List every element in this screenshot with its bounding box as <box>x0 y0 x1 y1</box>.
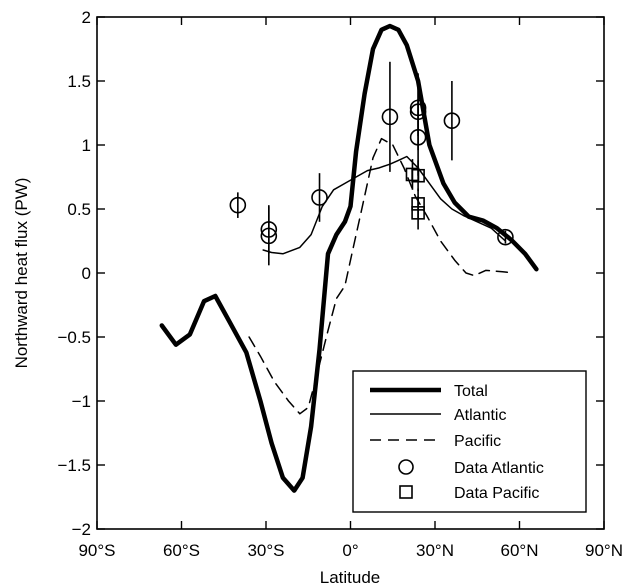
data-pacific-marker <box>411 168 425 183</box>
y-tick-label: 0 <box>82 264 91 283</box>
y-tick-label: 2 <box>82 8 91 27</box>
x-tick-label: 90°N <box>585 541 623 560</box>
data-atlantic-marker <box>497 228 514 246</box>
legend-marker-data-pacific <box>399 485 413 499</box>
x-tick-label: 0° <box>342 541 358 560</box>
y-tick-label: 1 <box>82 136 91 155</box>
y-axis-label: Northward heat flux (PW) <box>12 178 31 369</box>
x-tick-label: 90°S <box>78 541 115 560</box>
data-pacific-marker <box>411 206 425 220</box>
y-tick-label: 0.5 <box>67 200 91 219</box>
legend: Total Atlantic Pacific Data Atlantic Dat… <box>352 370 587 513</box>
x-axis-label: Latitude <box>320 568 381 587</box>
data-atlantic-marker <box>311 189 328 206</box>
series-line-total <box>159 23 539 493</box>
y-tick-label: 1.5 <box>67 72 91 91</box>
y-tick-label: −1 <box>72 392 91 411</box>
y-tick-label: −1.5 <box>57 456 91 475</box>
legend-label-data-atlantic: Data Atlantic <box>454 460 544 477</box>
x-tick-label: 60°S <box>163 541 200 560</box>
x-tick-label: 30°S <box>247 541 284 560</box>
series-line-atlantic <box>262 155 507 255</box>
y-tick-label: −2 <box>72 520 91 539</box>
data-atlantic-marker <box>409 129 427 146</box>
legend-label-data-pacific: Data Pacific <box>454 485 539 502</box>
x-tick-label: 60°N <box>501 541 539 560</box>
ticks-layer: 90°S 60°S 30°S 0° 30°N 60°N 90°N −2 −1.5 −1 −0.5 0 0… <box>57 8 623 560</box>
legend-label-pacific: Pacific <box>454 433 501 450</box>
legend-label-atlantic: Atlantic <box>454 407 506 424</box>
plot-layer <box>159 23 539 493</box>
data-atlantic-marker <box>260 227 278 245</box>
data-atlantic-marker <box>229 196 247 214</box>
legend-marker-data-atlantic <box>398 459 414 475</box>
legend-label-total: Total <box>454 383 488 400</box>
y-tick-label: −0.5 <box>57 328 91 347</box>
series-line-pacific <box>248 137 515 415</box>
x-tick-label: 30°N <box>416 541 454 560</box>
legend-box <box>352 370 587 513</box>
data-atlantic-marker <box>381 108 399 126</box>
data-atlantic-marker <box>443 112 461 129</box>
